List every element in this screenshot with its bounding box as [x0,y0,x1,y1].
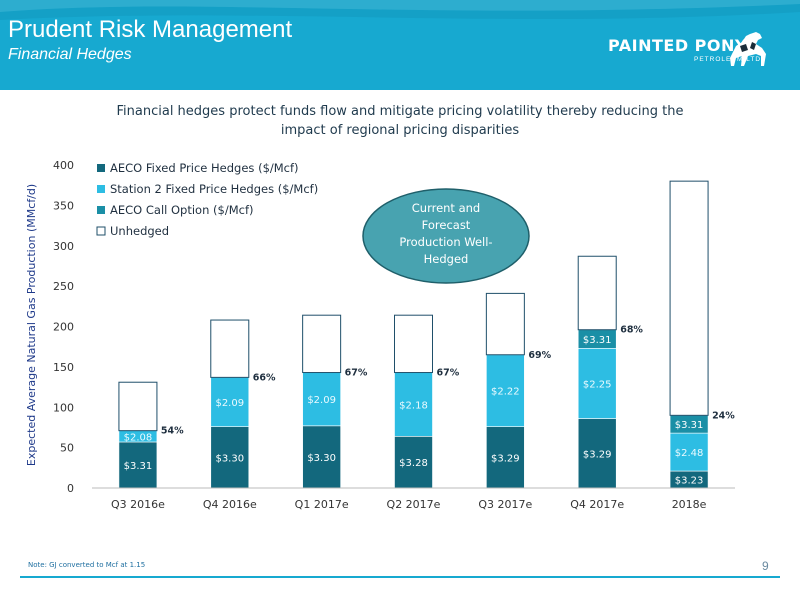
bar-price-label: $2.09 [307,395,336,406]
y-tick-label: 0 [67,482,74,495]
horse-icon [730,32,766,66]
bar-segment [577,418,617,489]
bar-segment [577,255,617,331]
bar-segment [669,432,709,472]
bar-price-label: $2.18 [399,400,428,411]
x-tick-label: Q4 2016e [203,498,257,511]
legend-label: Station 2 Fixed Price Hedges ($/Mcf) [110,182,318,196]
x-tick-label: Q2 2017e [387,498,441,511]
bar-price-label: $3.30 [215,453,244,464]
bar-segment [302,314,342,374]
hedged-percent-label: 54% [161,426,184,437]
x-axis: Q3 2016e Q4 2016e Q1 2017e Q2 2017e Q3 2017e… [92,487,735,511]
bars-group: $3.31 $2.08 54% $3.30 $2.09 66% $3.30 $2.09 67% $… [118,180,735,489]
bar-price-label: $3.23 [675,476,704,487]
bar-price-label: $3.29 [583,449,612,460]
legend-label: AECO Fixed Price Hedges ($/Mcf) [110,161,299,175]
y-tick-label: 100 [53,401,74,414]
header-wave-graphic [0,0,800,20]
bar-segment [210,319,250,378]
bar-price-label: $3.30 [307,453,336,464]
bar-segment [486,354,525,427]
footnote: Note: GJ converted to Mcf at 1.15 [28,561,146,569]
chart-headline: Financial hedges protect funds flow and … [116,104,684,138]
bar-segment [394,314,433,374]
bar-price-label: $3.31 [583,335,612,346]
bar-price-label: $3.28 [399,458,428,469]
y-axis: 0 50 100 150 200 250 300 350 400 [53,159,74,495]
bar-price-label: $2.08 [124,432,153,443]
hedged-percent-label: 67% [437,368,460,379]
y-tick-label: 200 [53,321,74,334]
legend-swatch [97,185,105,193]
y-tick-label: 150 [53,361,74,374]
hedged-percent-label: 66% [253,372,276,383]
bar-segment [485,292,525,356]
bar-segment [486,426,525,489]
bar-segment [394,436,433,489]
page-number: 9 [762,559,769,573]
x-tick-label: Q3 2017e [478,498,532,511]
bar-segment [210,377,250,427]
x-tick-label: Q3 2016e [111,498,165,511]
bar-segment [394,372,433,437]
bar-price-label: $2.09 [215,398,244,409]
hedged-percent-label: 24% [712,410,735,421]
y-tick-label: 350 [53,199,74,212]
legend-label: Unhedged [110,224,169,238]
legend-swatch [97,206,105,214]
hedged-percent-label: 68% [620,325,643,336]
bar-segment [118,441,158,489]
y-tick-label: 300 [53,240,74,253]
y-tick-label: 50 [60,442,74,455]
company-logo: PAINTED PONY PETROLEUM LTD. [608,28,788,76]
callout-bubble: Current and Forecast Production Well-Hed… [362,188,530,284]
bar-price-label: $2.48 [675,448,704,459]
bar-segment [669,180,709,416]
y-tick-label: 250 [53,280,74,293]
footer-divider [20,576,780,578]
legend-label: AECO Call Option ($/Mcf) [110,203,254,217]
hedged-percent-label: 67% [345,368,368,379]
x-tick-label: Q1 2017e [295,498,349,511]
bar-price-label: $3.29 [491,453,520,464]
bar-price-label: $2.22 [491,387,520,398]
header-banner: Prudent Risk Management Financial Hedges… [0,0,800,90]
hedged-percent-label: 69% [528,350,551,361]
y-tick-label: 400 [53,159,74,172]
legend-swatch [97,164,105,172]
logo-subtitle: PETROLEUM LTD. [694,56,764,63]
y-axis-label: Expected Average Natural Gas Production … [25,184,38,466]
callout-text: Current and Forecast Production Well-Hed… [399,201,493,266]
logo-name: PAINTED PONY [608,36,747,55]
x-tick-label: 2018e [672,498,707,511]
bar-segment [577,348,617,419]
bar-price-label: $3.31 [675,420,704,431]
x-tick-label: Q4 2017e [570,498,624,511]
chart-legend: AECO Fixed Price Hedges ($/Mcf) Station 2… [96,161,318,238]
legend-swatch [96,226,106,236]
bar-segment [118,381,158,432]
bar-segment [302,425,341,489]
page-title: Prudent Risk Management [8,16,293,43]
page-subtitle: Financial Hedges [8,46,132,63]
bar-price-label: $2.25 [583,379,612,390]
bar-price-label: $3.31 [124,461,153,472]
